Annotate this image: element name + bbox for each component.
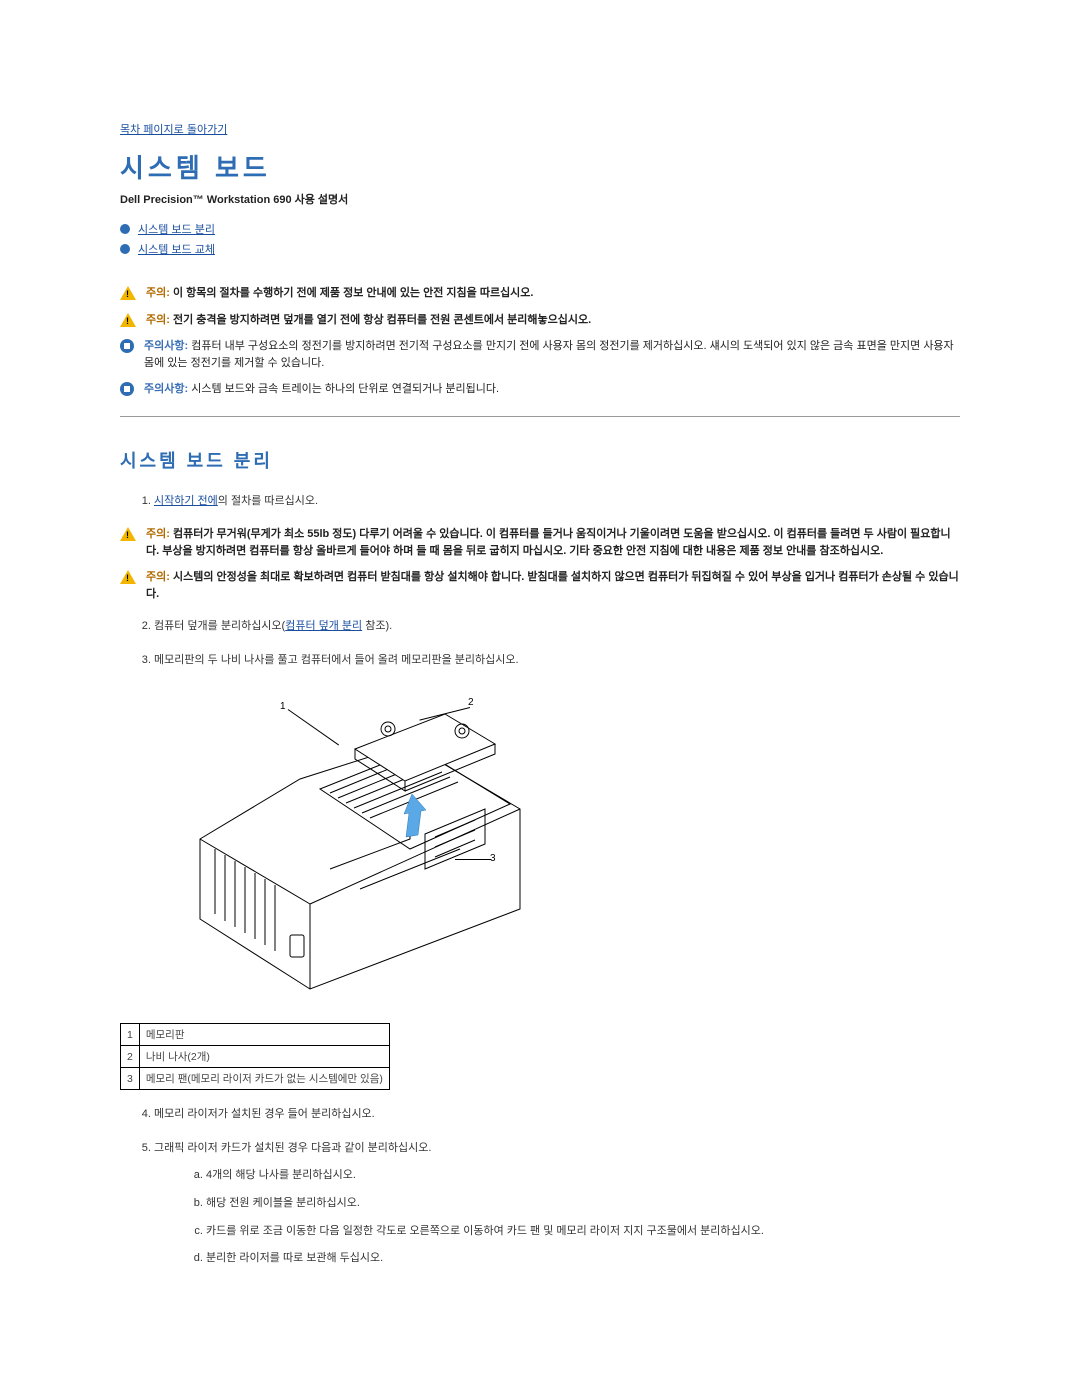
substep-b: 해당 전원 케이블을 분리하십시오. <box>206 1195 960 1213</box>
notice-text: 주의: 이 항목의 절차를 수행하기 전에 제품 정보 안내에 있는 안전 지침… <box>146 285 533 302</box>
table-row: 2 나비 나사(2개) <box>121 1046 390 1068</box>
step-5: 그래픽 라이저 카드가 설치된 경우 다음과 같이 분리하십시오. 4개의 해당… <box>154 1140 960 1268</box>
warning-icon <box>120 313 136 327</box>
diagram-svg <box>160 689 590 1009</box>
step-1: 시작하기 전에의 절차를 따르십시오. <box>154 493 960 511</box>
notice-text: 주의: 전기 충격을 방지하려면 덮개를 열기 전에 항상 컴퓨터를 전원 콘센… <box>146 312 591 329</box>
notice-text: 주의: 컴퓨터가 무거워(무게가 최소 55lb 정도) 다루기 어려울 수 있… <box>146 526 960 559</box>
notice-text: 주의사항: 컴퓨터 내부 구성요소의 정전기를 방지하려면 전기적 구성요소를 … <box>144 338 960 371</box>
before-you-begin-link[interactable]: 시작하기 전에 <box>154 495 218 507</box>
part-index: 3 <box>121 1068 140 1090</box>
section-heading-remove: 시스템 보드 분리 <box>120 447 960 473</box>
toc-link-list: 시스템 보드 분리 시스템 보드 교체 <box>120 221 960 257</box>
caution-safety: 주의: 이 항목의 절차를 수행하기 전에 제품 정보 안내에 있는 안전 지침… <box>120 285 960 302</box>
memory-shroud-diagram: 1 2 3 <box>160 689 590 1009</box>
steps-list-cont: 컴퓨터 덮개를 분리하십시오(컴퓨터 덮개 분리 참조). 메모리판의 두 나비… <box>120 618 960 669</box>
document-page: 목차 페이지로 돌아가기 시스템 보드 Dell Precision™ Work… <box>0 0 1080 1344</box>
bullet-icon <box>120 244 130 254</box>
substep-c: 카드를 위로 조금 이동한 다음 일정한 각도로 오른쪽으로 이동하여 카드 팬… <box>206 1223 960 1241</box>
part-index: 2 <box>121 1046 140 1068</box>
caution-label: 주의: <box>146 528 170 540</box>
step-2: 컴퓨터 덮개를 분리하십시오(컴퓨터 덮개 분리 참조). <box>154 618 960 636</box>
notice-label: 주의사항: <box>144 383 188 395</box>
caution-label: 주의: <box>146 314 170 326</box>
divider <box>120 416 960 417</box>
back-to-toc-link[interactable]: 목차 페이지로 돌아가기 <box>120 124 227 136</box>
warning-icon <box>120 286 136 300</box>
part-index: 1 <box>121 1024 140 1046</box>
toc-link-row: 시스템 보드 교체 <box>120 241 960 257</box>
notice-body: 시스템의 안정성을 최대로 확보하려면 컴퓨터 받침대를 항상 설치해야 합니다… <box>146 571 959 600</box>
toc-link-replace-board[interactable]: 시스템 보드 교체 <box>138 241 215 257</box>
steps-list-cont2: 메모리 라이저가 설치된 경우 들어 분리하십시오. 그래픽 라이저 카드가 설… <box>120 1106 960 1268</box>
remove-cover-link[interactable]: 컴퓨터 덮개 분리 <box>285 620 362 632</box>
part-label: 메모리판 <box>139 1024 389 1046</box>
page-title: 시스템 보드 <box>120 148 960 185</box>
lift-arrow-icon <box>404 794 426 837</box>
step-1-suffix: 의 절차를 따르십시오. <box>218 495 318 507</box>
parts-table: 1 메모리판 2 나비 나사(2개) 3 메모리 팬(메모리 라이저 카드가 없… <box>120 1023 390 1090</box>
part-label: 메모리 팬(메모리 라이저 카드가 없는 시스템에만 있음) <box>139 1068 389 1090</box>
notice-body: 시스템 보드와 금속 트레이는 하나의 단위로 연결되거나 분리됩니다. <box>191 383 499 395</box>
notice-esd: 주의사항: 컴퓨터 내부 구성요소의 정전기를 방지하려면 전기적 구성요소를 … <box>120 338 960 371</box>
step-3: 메모리판의 두 나비 나사를 풀고 컴퓨터에서 들어 올려 메모리판을 분리하십… <box>154 652 960 670</box>
caution-stand: 주의: 시스템의 안정성을 최대로 확보하려면 컴퓨터 받침대를 항상 설치해야… <box>120 569 960 602</box>
page-subtitle: Dell Precision™ Workstation 690 사용 설명서 <box>120 191 960 207</box>
callout-1: 1 <box>280 701 286 712</box>
notice-icon <box>120 382 134 396</box>
steps-list: 시작하기 전에의 절차를 따르십시오. <box>120 493 960 511</box>
table-row: 1 메모리판 <box>121 1024 390 1046</box>
substeps-list: 4개의 해당 나사를 분리하십시오. 해당 전원 케이블을 분리하십시오. 카드… <box>154 1167 960 1267</box>
toc-link-row: 시스템 보드 분리 <box>120 221 960 237</box>
step-5-text: 그래픽 라이저 카드가 설치된 경우 다음과 같이 분리하십시오. <box>154 1142 431 1154</box>
notice-body: 전기 충격을 방지하려면 덮개를 열기 전에 항상 컴퓨터를 전원 콘센트에서 … <box>173 314 591 326</box>
caution-label: 주의: <box>146 287 170 299</box>
notice-icon <box>120 339 134 353</box>
notice-text: 주의: 시스템의 안정성을 최대로 확보하려면 컴퓨터 받침대를 항상 설치해야… <box>146 569 960 602</box>
toc-link-remove-board[interactable]: 시스템 보드 분리 <box>138 221 215 237</box>
notice-tray: 주의사항: 시스템 보드와 금속 트레이는 하나의 단위로 연결되거나 분리됩니… <box>120 381 960 398</box>
substep-a: 4개의 해당 나사를 분리하십시오. <box>206 1167 960 1185</box>
part-label: 나비 나사(2개) <box>139 1046 389 1068</box>
notice-label: 주의사항: <box>144 340 188 352</box>
caution-label: 주의: <box>146 571 170 583</box>
warning-icon <box>120 527 136 541</box>
bullet-icon <box>120 224 130 234</box>
leader-line <box>455 859 491 860</box>
notice-body: 이 항목의 절차를 수행하기 전에 제품 정보 안내에 있는 안전 지침을 따르… <box>173 287 534 299</box>
step-2-suffix: 참조). <box>362 620 392 632</box>
notice-body: 컴퓨터 내부 구성요소의 정전기를 방지하려면 전기적 구성요소를 만지기 전에… <box>144 340 954 369</box>
caution-unplug: 주의: 전기 충격을 방지하려면 덮개를 열기 전에 항상 컴퓨터를 전원 콘센… <box>120 312 960 329</box>
notice-text: 주의사항: 시스템 보드와 금속 트레이는 하나의 단위로 연결되거나 분리됩니… <box>144 381 499 398</box>
step-2-prefix: 컴퓨터 덮개를 분리하십시오( <box>154 620 285 632</box>
step-4: 메모리 라이저가 설치된 경우 들어 분리하십시오. <box>154 1106 960 1124</box>
warning-icon <box>120 570 136 584</box>
notice-body: 컴퓨터가 무거워(무게가 최소 55lb 정도) 다루기 어려울 수 있습니다.… <box>146 528 951 557</box>
caution-weight: 주의: 컴퓨터가 무거워(무게가 최소 55lb 정도) 다루기 어려울 수 있… <box>120 526 960 559</box>
table-row: 3 메모리 팬(메모리 라이저 카드가 없는 시스템에만 있음) <box>121 1068 390 1090</box>
substep-d: 분리한 라이저를 따로 보관해 두십시오. <box>206 1250 960 1268</box>
